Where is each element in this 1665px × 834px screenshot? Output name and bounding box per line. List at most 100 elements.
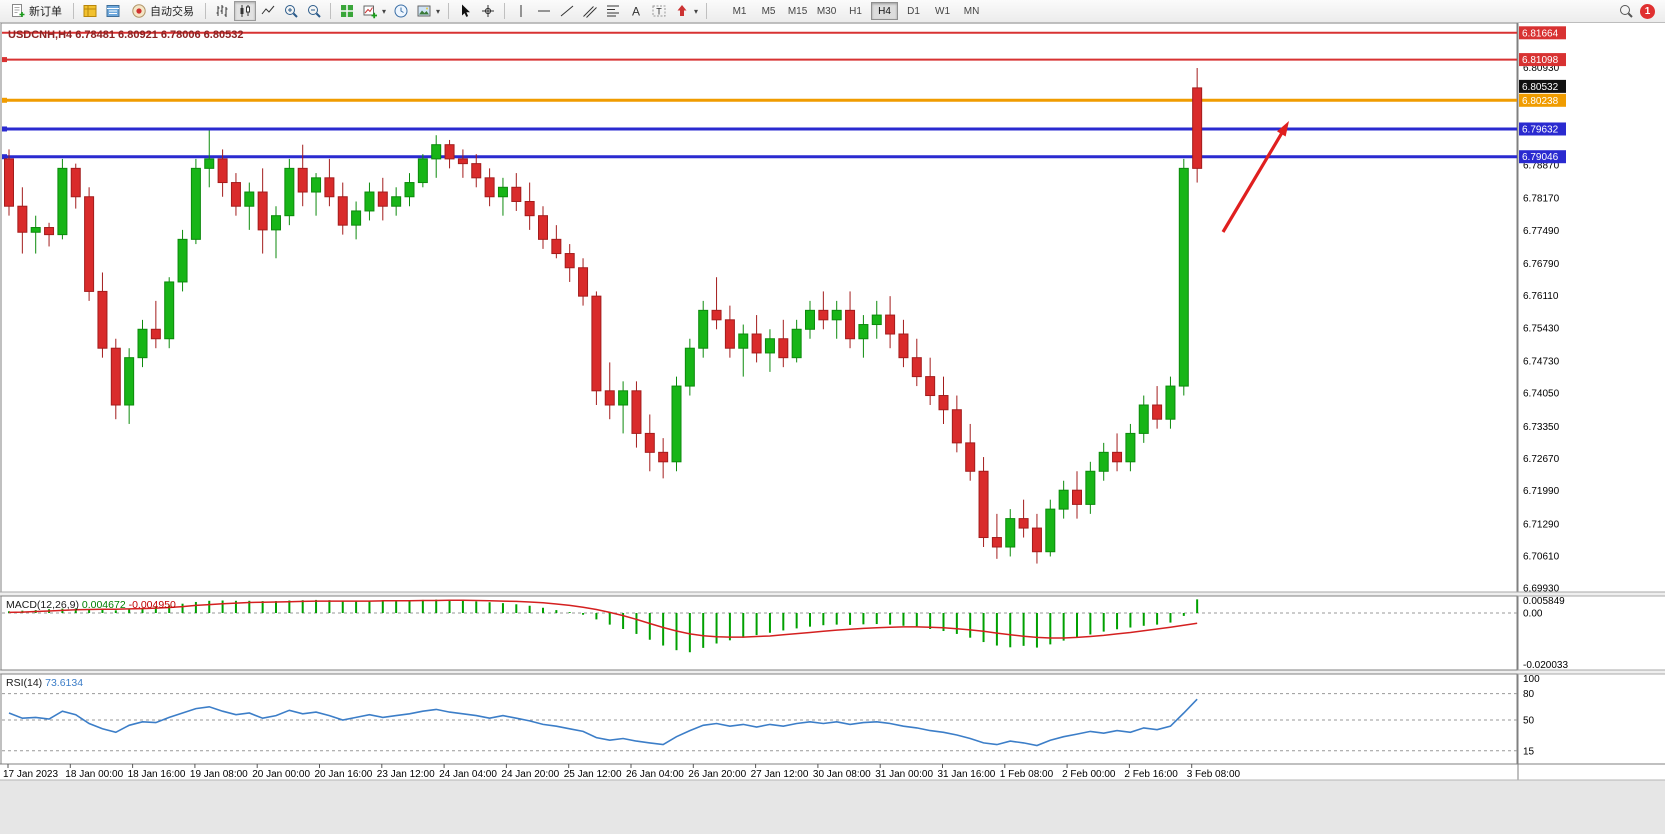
svg-text:6.80238: 6.80238	[1522, 96, 1559, 107]
notification-badge[interactable]: 1	[1640, 3, 1655, 19]
macd-label: MACD(12,26,9) 0.004672 -0.004950	[6, 599, 176, 611]
clock-icon	[394, 4, 408, 18]
timeframe-d1-button[interactable]: D1	[900, 2, 927, 20]
market-watch-button[interactable]	[79, 1, 101, 21]
svg-text:3 Feb 08:00: 3 Feb 08:00	[1187, 769, 1241, 780]
tile-windows-icon	[341, 5, 353, 17]
toolbar-separator	[205, 3, 206, 19]
svg-text:100: 100	[1523, 674, 1540, 685]
horizontal-line-button[interactable]	[533, 1, 555, 21]
timeframe-mn-button[interactable]: MN	[958, 2, 985, 20]
search-button[interactable]	[1615, 1, 1637, 21]
label-button[interactable]: T	[648, 1, 670, 21]
new-order-icon	[12, 4, 25, 17]
text-button[interactable]: A	[625, 1, 647, 21]
svg-text:18 Jan 16:00: 18 Jan 16:00	[128, 769, 186, 780]
candlestick-chart-button[interactable]	[234, 1, 256, 21]
timeframe-m1-button[interactable]: M1	[726, 2, 753, 20]
shapes-button[interactable]: ▾	[671, 1, 701, 21]
svg-text:6.69930: 6.69930	[1523, 584, 1560, 595]
svg-text:6.73350: 6.73350	[1523, 422, 1560, 433]
timeframe-h1-button[interactable]: H1	[842, 2, 869, 20]
search-icon	[1620, 5, 1633, 18]
svg-text:23 Jan 12:00: 23 Jan 12:00	[377, 769, 435, 780]
vertical-line-button[interactable]	[510, 1, 532, 21]
fibonacci-button[interactable]	[602, 1, 624, 21]
svg-text:2 Feb 16:00: 2 Feb 16:00	[1124, 769, 1178, 780]
periods-button[interactable]	[390, 1, 412, 21]
text-icon: A	[632, 5, 640, 19]
svg-text:31 Jan 16:00: 31 Jan 16:00	[938, 769, 996, 780]
svg-text:6.78170: 6.78170	[1523, 194, 1560, 205]
market-watch-icon	[83, 5, 97, 17]
chart-title: USDCNH,H4 6.78481 6.80921 6.78006 6.8053…	[8, 29, 243, 41]
data-window-icon	[106, 5, 120, 17]
channel-icon	[583, 6, 597, 18]
svg-text:0.005849: 0.005849	[1523, 596, 1565, 607]
svg-text:6.77490: 6.77490	[1523, 226, 1560, 237]
cursor-button[interactable]	[454, 1, 476, 21]
trendline-button[interactable]	[556, 1, 578, 21]
arrow-shape-icon	[677, 5, 687, 16]
horizontal-lines-layer[interactable]	[2, 31, 1517, 160]
vertical-line-icon	[520, 5, 522, 17]
svg-text:T: T	[656, 7, 662, 17]
toolbar-separator	[73, 3, 74, 19]
timeframe-w1-button[interactable]: W1	[929, 2, 956, 20]
zoom-out-icon	[308, 5, 321, 18]
svg-text:24 Jan 04:00: 24 Jan 04:00	[439, 769, 497, 780]
rsi-panel: RSI(14) 73.6134 100 80 50 15	[0, 673, 1540, 765]
dropdown-arrow: ▾	[436, 6, 441, 16]
new-chart-icon	[363, 5, 377, 19]
svg-text:0.00: 0.00	[1523, 609, 1543, 620]
time-axis: 17 Jan 2023 18 Jan 00:00 18 Jan 16:00 19 Ja…	[0, 763, 1665, 780]
svg-text:27 Jan 12:00: 27 Jan 12:00	[751, 769, 809, 780]
svg-text:50: 50	[1523, 716, 1535, 727]
svg-text:6.71990: 6.71990	[1523, 486, 1560, 497]
bar-chart-icon	[216, 5, 228, 17]
line-chart-icon	[261, 5, 275, 15]
svg-text:18 Jan 00:00: 18 Jan 00:00	[65, 769, 123, 780]
new-order-button[interactable]: 新订单	[4, 1, 68, 21]
svg-text:6.76110: 6.76110	[1523, 291, 1559, 302]
zoom-in-button[interactable]	[280, 1, 302, 21]
cursor-icon	[462, 4, 471, 17]
crosshair-button[interactable]	[477, 1, 499, 21]
svg-text:6.81664: 6.81664	[1522, 28, 1559, 39]
svg-text:24 Jan 20:00: 24 Jan 20:00	[501, 769, 559, 780]
svg-text:1 Feb 08:00: 1 Feb 08:00	[1000, 769, 1054, 780]
svg-text:6.78870: 6.78870	[1523, 161, 1560, 172]
templates-button[interactable]: ▾	[413, 1, 443, 21]
autotrading-button[interactable]: 自动交易	[125, 1, 200, 21]
tile-windows-button[interactable]	[336, 1, 358, 21]
dropdown-arrow: ▾	[382, 6, 387, 16]
macd-panel: MACD(12,26,9) 0.004672 -0.004950 0.005849…	[0, 595, 1568, 671]
label-icon: T	[652, 5, 666, 17]
new-chart-button[interactable]: ▾	[359, 1, 389, 21]
timeframe-h4-button[interactable]: H4	[871, 2, 899, 20]
zoom-out-button[interactable]	[303, 1, 325, 21]
channel-button[interactable]	[579, 1, 601, 21]
timeframe-m5-button[interactable]: M5	[755, 2, 782, 20]
dropdown-arrow: ▾	[694, 6, 699, 16]
candles-layer	[4, 68, 1203, 564]
crosshair-icon	[482, 5, 495, 17]
toolbar-separator	[330, 3, 331, 19]
toolbar-separator	[448, 3, 450, 19]
svg-text:6.71290: 6.71290	[1523, 519, 1560, 530]
data-window-button[interactable]	[102, 1, 124, 21]
main-toolbar: 新订单 自动交易 ▾ ▾	[0, 0, 1665, 23]
svg-text:80: 80	[1523, 689, 1535, 700]
bar-chart-button[interactable]	[211, 1, 233, 21]
timeframe-m30-button[interactable]: M30	[813, 2, 840, 20]
svg-text:6.76790: 6.76790	[1523, 259, 1560, 270]
horizontal-line-icon	[538, 10, 551, 12]
line-chart-button[interactable]	[257, 1, 279, 21]
arrow-annotation[interactable]	[1221, 121, 1289, 233]
svg-text:20 Jan 00:00: 20 Jan 00:00	[252, 769, 310, 780]
timeframe-m15-button[interactable]: M15	[784, 2, 811, 20]
svg-text:6.75430: 6.75430	[1523, 323, 1560, 334]
svg-text:6.70610: 6.70610	[1523, 551, 1560, 562]
svg-text:20 Jan 16:00: 20 Jan 16:00	[315, 769, 373, 780]
